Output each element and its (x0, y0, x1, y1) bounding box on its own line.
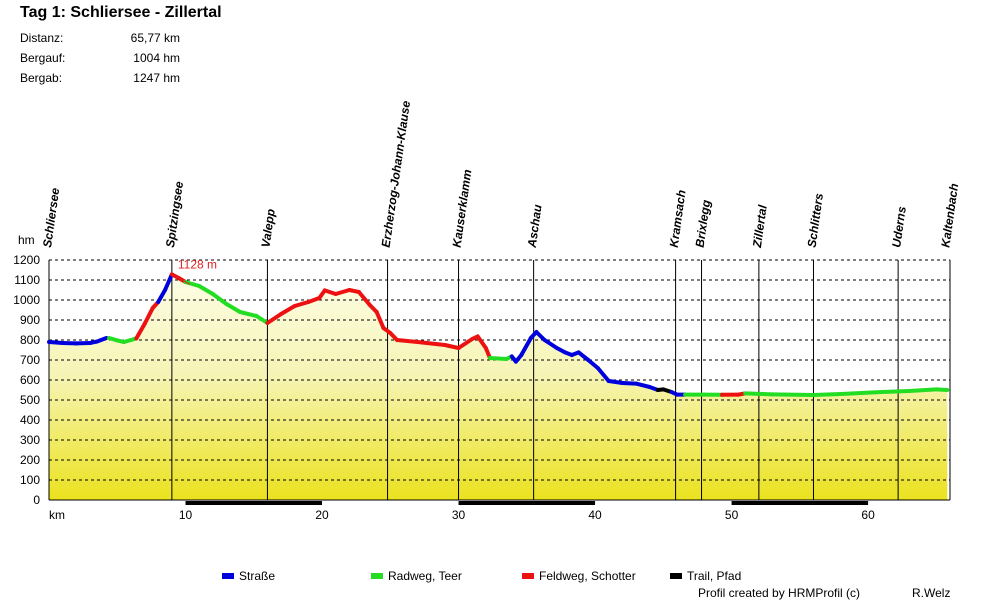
y-tick-label: 300 (20, 433, 40, 447)
legend-swatch (222, 573, 234, 579)
place-label: Schlitters (805, 192, 827, 248)
x-tick-label: 40 (588, 508, 602, 522)
y-tick-label: 1200 (13, 253, 40, 267)
y-tick-label: 600 (20, 373, 40, 387)
y-tick-label: 100 (20, 473, 40, 487)
y-tick-label: 500 (20, 393, 40, 407)
profile-segment (197, 284, 215, 296)
profile-segment (94, 336, 109, 344)
profile-segment (606, 379, 625, 385)
profile-segment (519, 336, 533, 357)
profile-segment (576, 350, 591, 362)
legend-label: Radweg, Teer (388, 569, 462, 583)
y-tick-label: 200 (20, 453, 40, 467)
profile-segment (333, 288, 352, 296)
place-label: Kauserklamm (450, 168, 475, 248)
profile-segment (879, 389, 912, 394)
km-scale-bar (458, 501, 596, 505)
profile-segment (163, 272, 174, 292)
place-label: Brixlegg (693, 198, 714, 248)
credit-text: Profil created by HRMProfil (c) (698, 586, 861, 600)
y-tick-label: 0 (33, 493, 40, 507)
stat-label: Distanz: (20, 31, 64, 45)
y-axis-label: hm (18, 233, 35, 247)
place-label: Erzherzog-Johann-Klause (379, 100, 414, 249)
profile-segment (224, 302, 243, 314)
profile-segment (743, 391, 775, 397)
place-label: Valepp (259, 208, 278, 248)
profile-segment (265, 312, 284, 325)
place-label: Spitzingsee (163, 180, 186, 248)
stat-value: 65,77 km (130, 31, 180, 45)
max-pointer (175, 275, 191, 285)
stat-label: Bergab: (20, 71, 63, 85)
profile-segment (770, 392, 816, 397)
profile-segment (542, 338, 559, 350)
profile-segment (634, 381, 652, 389)
legend-swatch (670, 573, 682, 579)
km-scale-bar (731, 501, 869, 505)
profile-segment (395, 338, 420, 344)
place-label: Kramsach (667, 189, 689, 248)
legend-label: Trail, Pfad (687, 569, 741, 583)
profile-area (49, 274, 948, 500)
legend-swatch (522, 573, 534, 579)
x-tick-label: 20 (315, 508, 329, 522)
place-label: Aschau (525, 203, 545, 250)
x-axis-label: km (49, 508, 65, 522)
author-text: R.Welz (912, 586, 951, 600)
stat-value: 1247 hm (133, 71, 180, 85)
profile-segment (374, 310, 386, 330)
profile-segment (620, 381, 639, 386)
place-label: Zillertal (750, 204, 770, 250)
legend-label: Straße (239, 569, 275, 583)
profile-segment (254, 314, 270, 325)
profile-segment (487, 356, 509, 361)
stat-label: Bergauf: (20, 51, 66, 65)
profile-segment (595, 366, 611, 383)
place-label: Schliersee (40, 187, 62, 249)
profile-segment (442, 343, 461, 350)
km-scale-bar (185, 501, 323, 505)
y-tick-label: 700 (20, 353, 40, 367)
stat-row-ascent: Bergauf: 1004 hm (20, 51, 180, 71)
legend-swatch (371, 573, 383, 579)
profile-segment (838, 390, 884, 396)
profile-segment (47, 340, 65, 345)
x-tick-label: 10 (179, 508, 193, 522)
stat-row-descent: Bergab: 1247 hm (20, 71, 180, 91)
y-tick-label: 900 (20, 313, 40, 327)
page-title: Tag 1: Schliersee - Zillertal (20, 4, 222, 21)
stats-table: Distanz: 65,77 km Bergauf: 1004 hm Berga… (20, 31, 180, 91)
place-label: Uderns (889, 205, 909, 248)
profile-segment (238, 310, 259, 318)
profile-segment (907, 387, 939, 393)
profile-segment (210, 292, 229, 306)
profile-segment (586, 358, 600, 370)
y-tick-label: 800 (20, 333, 40, 347)
profile-segment (415, 340, 447, 347)
profile-segment (356, 290, 372, 307)
profile-segment (142, 306, 155, 326)
profile-segment (456, 337, 475, 350)
profile-segment (156, 288, 168, 304)
profile-segment (811, 392, 843, 397)
x-tick-label: 50 (725, 508, 739, 522)
profile-segment (134, 322, 147, 341)
profile-segment (292, 300, 311, 308)
x-tick-label: 60 (861, 508, 875, 522)
y-tick-label: 400 (20, 413, 40, 427)
profile-segment (279, 304, 297, 316)
y-tick-label: 1000 (13, 293, 40, 307)
place-label: Kaltenbach (938, 182, 961, 248)
y-tick-label: 1100 (14, 273, 40, 287)
legend-label: Feldweg, Schotter (539, 569, 636, 583)
profile-segment (475, 334, 488, 350)
stat-value: 1004 hm (133, 51, 180, 65)
stat-row-distance: Distanz: 65,77 km (20, 31, 180, 51)
max-elevation-label: 1128 m (178, 257, 217, 271)
x-tick-label: 30 (452, 508, 466, 522)
profile-segment (934, 387, 950, 392)
